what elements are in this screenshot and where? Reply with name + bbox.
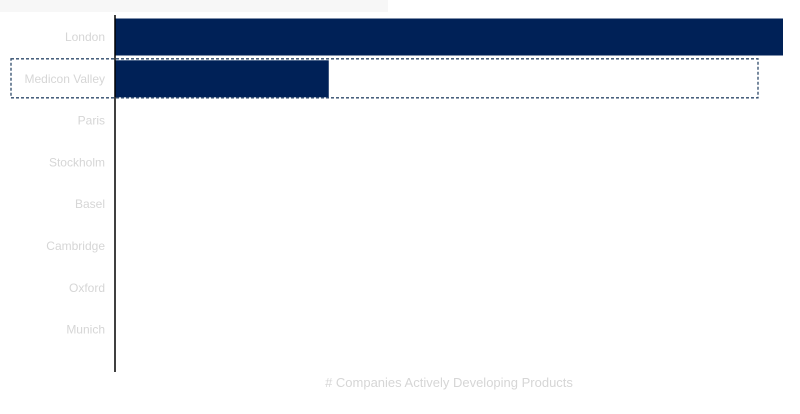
- y-tick-label-oxford: Oxford: [69, 281, 105, 295]
- y-tick-label-paris: Paris: [78, 114, 105, 128]
- y-tick-label-basel: Basel: [75, 197, 105, 211]
- y-tick-label-munich: Munich: [66, 323, 105, 337]
- x-axis-title: # Companies Actively Developing Products: [325, 375, 573, 390]
- plot-area: London Medicon Valley Paris Stockholm Basel C…: [10, 18, 783, 337]
- y-tick-label-stockholm: Stockholm: [49, 155, 105, 169]
- y-tick-label-london: London: [65, 30, 105, 44]
- top-left-panel: [0, 0, 388, 12]
- y-tick-label-medicon-valley: Medicon Valley: [25, 72, 105, 86]
- highlight-outline-medicon-valley: [10, 58, 759, 99]
- bar-london[interactable]: [115, 18, 783, 56]
- y-tick-label-cambridge: Cambridge: [46, 239, 105, 253]
- bar-medicon-valley[interactable]: [115, 60, 329, 98]
